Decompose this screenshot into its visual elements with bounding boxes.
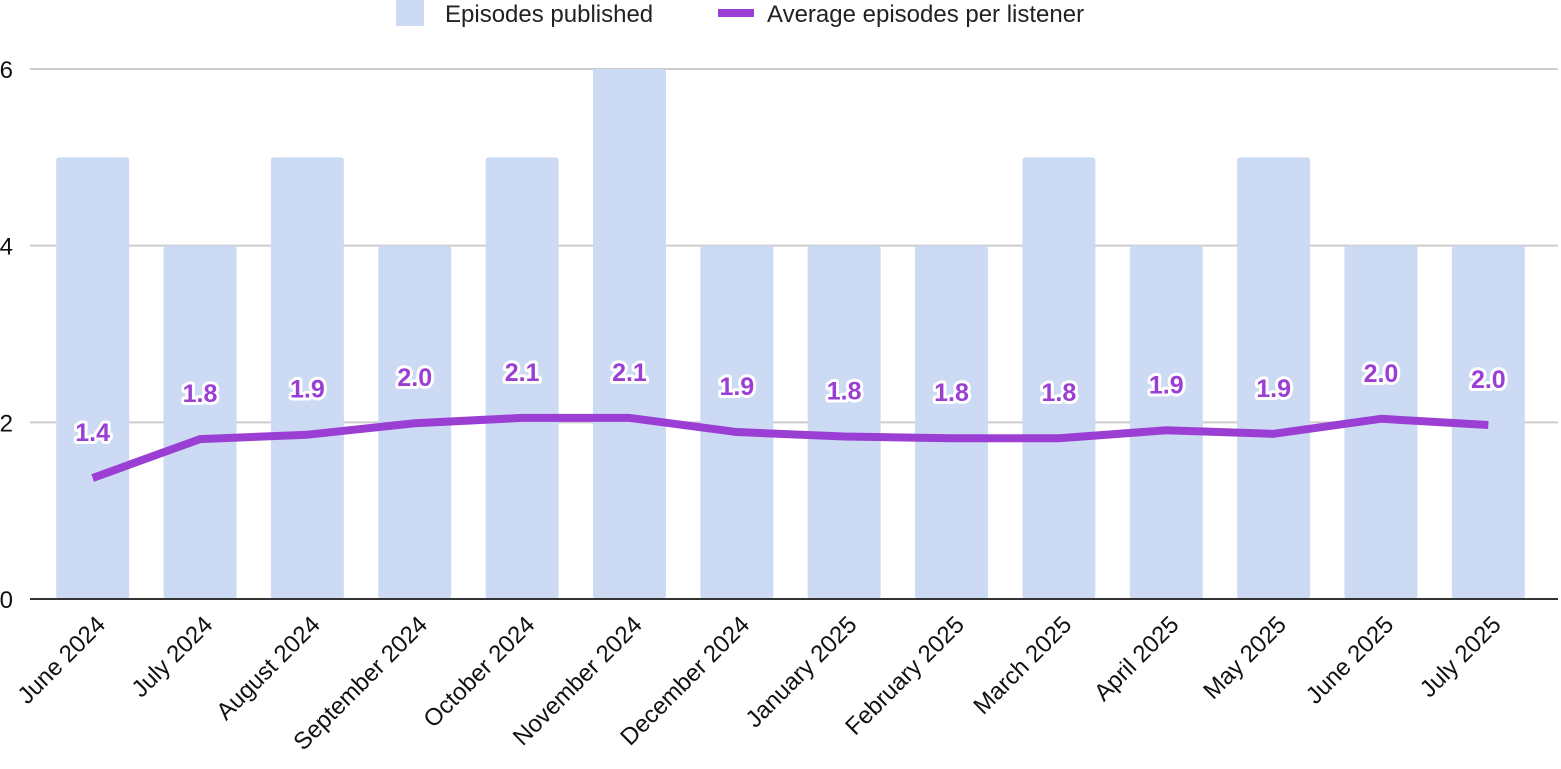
data-label: 1.9: [1149, 371, 1184, 399]
legend-label-episodes-published: Episodes published: [445, 1, 653, 28]
bar-series: [56, 69, 1525, 600]
x-tick-label: October 2024: [418, 611, 540, 733]
bar: [485, 157, 559, 600]
x-tick-label: August 2024: [211, 611, 325, 725]
data-label: 1.9: [719, 373, 754, 401]
x-tick-label: May 2025: [1198, 611, 1292, 705]
bar: [807, 245, 881, 599]
legend-label-average-episodes-per-listener: Average episodes per listener: [767, 1, 1084, 28]
legend: Episodes published Average episodes per …: [396, 0, 1084, 28]
legend-swatch-episodes-published: [396, 0, 424, 26]
data-label: 2.0: [397, 364, 432, 392]
data-labels: 1.4 1.8 1.9 2.0 2.1 2.1 1.9 1.8 1.8 1.8 1.9 1.9 2.0 2…: [72, 356, 1508, 450]
y-tick-label: 0: [0, 587, 13, 614]
y-tick-label: 6: [0, 57, 13, 84]
legend-swatch-average-episodes-per-listener: [718, 9, 754, 17]
x-tick-label: January 2025: [740, 611, 862, 733]
line-average-episodes-per-listener: [91, 413, 1489, 482]
data-label: 2.0: [1364, 360, 1399, 388]
bar: [592, 69, 666, 599]
x-tick-label: July 2024: [127, 611, 219, 703]
x-tick-label: April 2025: [1089, 611, 1185, 707]
gridlines: [30, 68, 1558, 424]
data-label: 2.1: [612, 359, 647, 387]
x-tick-label: June 2024: [13, 611, 111, 709]
data-label: 1.8: [183, 380, 218, 408]
data-label: 2.1: [505, 359, 540, 387]
bar: [700, 245, 774, 599]
bar: [163, 245, 237, 599]
bar: [1237, 157, 1311, 600]
line-series: [91, 413, 1489, 482]
x-tick-label: June 2025: [1301, 611, 1399, 709]
data-label: 2.0: [1471, 366, 1506, 394]
x-tick-label: March 2025: [968, 611, 1077, 720]
data-label: 1.9: [1256, 375, 1291, 403]
bar: [1022, 157, 1096, 600]
y-tick-label: 4: [0, 234, 13, 261]
data-label: 1.8: [934, 379, 969, 407]
data-label: 1.8: [1042, 379, 1077, 407]
bar: [915, 245, 989, 599]
y-tick-label: 2: [0, 410, 13, 437]
y-axis: 0 2 4 6: [0, 57, 13, 614]
data-label: 1.8: [827, 377, 862, 405]
data-label: 1.9: [290, 376, 325, 404]
bar: [270, 157, 344, 600]
x-tick-label: July 2025: [1415, 611, 1507, 703]
data-label: 1.4: [75, 419, 110, 447]
bar: [1129, 245, 1203, 599]
bar: [56, 157, 130, 600]
